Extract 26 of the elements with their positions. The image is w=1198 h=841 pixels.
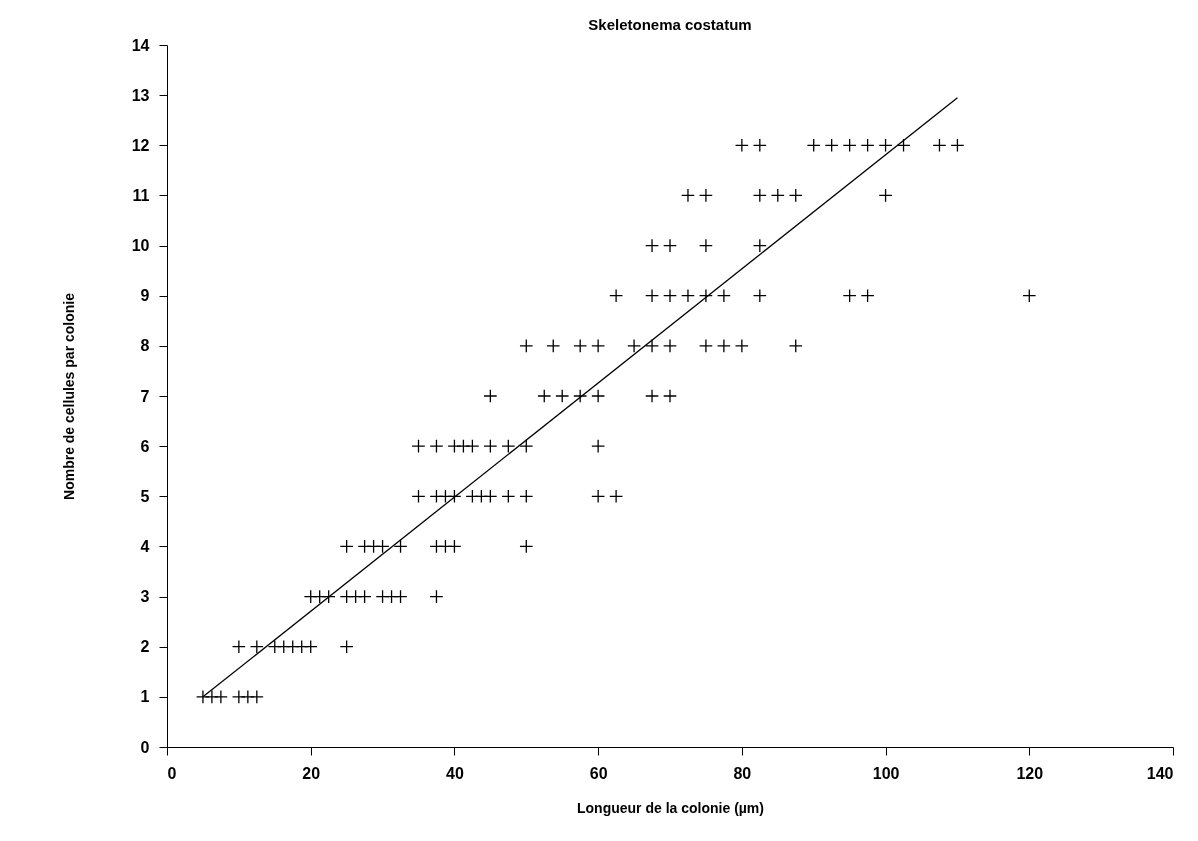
y-tick-label: 7 bbox=[140, 387, 150, 405]
chart-title: Skeletonema costatum bbox=[588, 16, 752, 33]
x-tick-label: 80 bbox=[733, 764, 752, 782]
x-tick-label: 40 bbox=[446, 764, 464, 782]
y-tick-label: 10 bbox=[131, 237, 150, 255]
x-axis-title: Longueur de la colonie (µm) bbox=[577, 799, 764, 816]
x-tick-label: 120 bbox=[1016, 764, 1044, 782]
y-tick-label: 6 bbox=[140, 437, 150, 455]
y-tick-label: 11 bbox=[132, 186, 150, 204]
x-tick-label: 140 bbox=[1146, 764, 1174, 782]
y-axis-title: Nombre de cellules par colonie bbox=[60, 292, 77, 500]
x-tick-label: 100 bbox=[872, 764, 900, 782]
y-tick-label: 2 bbox=[140, 638, 150, 656]
y-tick-label: 13 bbox=[131, 86, 150, 104]
y-tick-label: 12 bbox=[131, 136, 150, 154]
y-tick-label: 3 bbox=[140, 588, 150, 606]
x-tick-label: 20 bbox=[302, 764, 321, 782]
y-tick-label: 1 bbox=[140, 688, 150, 706]
y-tick-label: 5 bbox=[140, 487, 150, 505]
y-tick-label: 0 bbox=[140, 738, 150, 756]
y-tick-label: 9 bbox=[140, 287, 150, 305]
y-tick-label: 14 bbox=[131, 36, 150, 54]
y-tick-label: 8 bbox=[140, 337, 150, 355]
x-tick-label: 60 bbox=[589, 764, 608, 782]
x-tick-label: 0 bbox=[167, 764, 177, 782]
y-tick-label: 4 bbox=[140, 537, 150, 555]
